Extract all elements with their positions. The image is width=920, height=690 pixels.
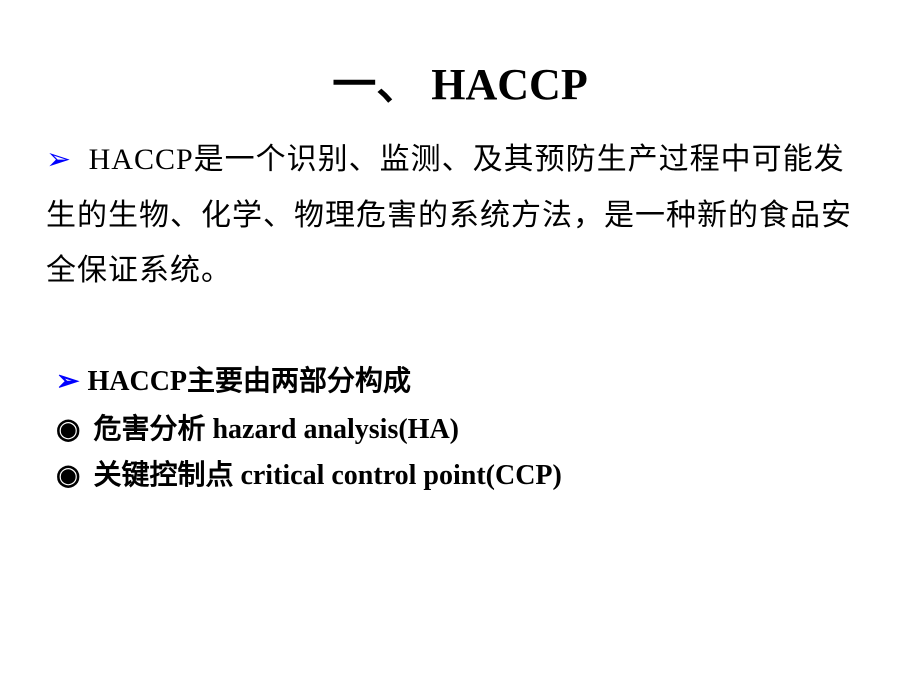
circle-bullet-icon: ◉ xyxy=(56,458,80,491)
paragraph-1-text: HACCP是一个识别、监测、及其预防生产过程中可能发生的生物、化学、物理危害的系… xyxy=(46,143,852,287)
content-area: ➢ HACCP是一个识别、监测、及其预防生产过程中可能发生的生物、化学、物理危害… xyxy=(0,132,920,493)
paragraph-1: ➢ HACCP是一个识别、监测、及其预防生产过程中可能发生的生物、化学、物理危害… xyxy=(46,132,874,299)
bullet-item-2: ◉ 关键控制点 critical control point(CCP) xyxy=(56,453,874,493)
heading-2-text: HACCP主要由两部分构成 xyxy=(87,366,411,397)
heading-2: ➢ HACCP主要由两部分构成 xyxy=(56,359,874,399)
circle-bullet-icon: ◉ xyxy=(56,412,80,445)
bullet-1-text: 危害分析 hazard analysis(HA) xyxy=(86,414,459,445)
slide-title: 一、 HACCP xyxy=(0,0,920,132)
arrow-bullet-icon: ➢ xyxy=(56,364,79,397)
bullet-item-1: ◉ 危害分析 hazard analysis(HA) xyxy=(56,407,874,447)
section-2: ➢ HACCP主要由两部分构成 ◉ 危害分析 hazard analysis(HA… xyxy=(46,359,874,493)
arrow-bullet-icon: ➢ xyxy=(46,132,72,188)
bullet-2-text: 关键控制点 critical control point(CCP) xyxy=(86,460,561,491)
